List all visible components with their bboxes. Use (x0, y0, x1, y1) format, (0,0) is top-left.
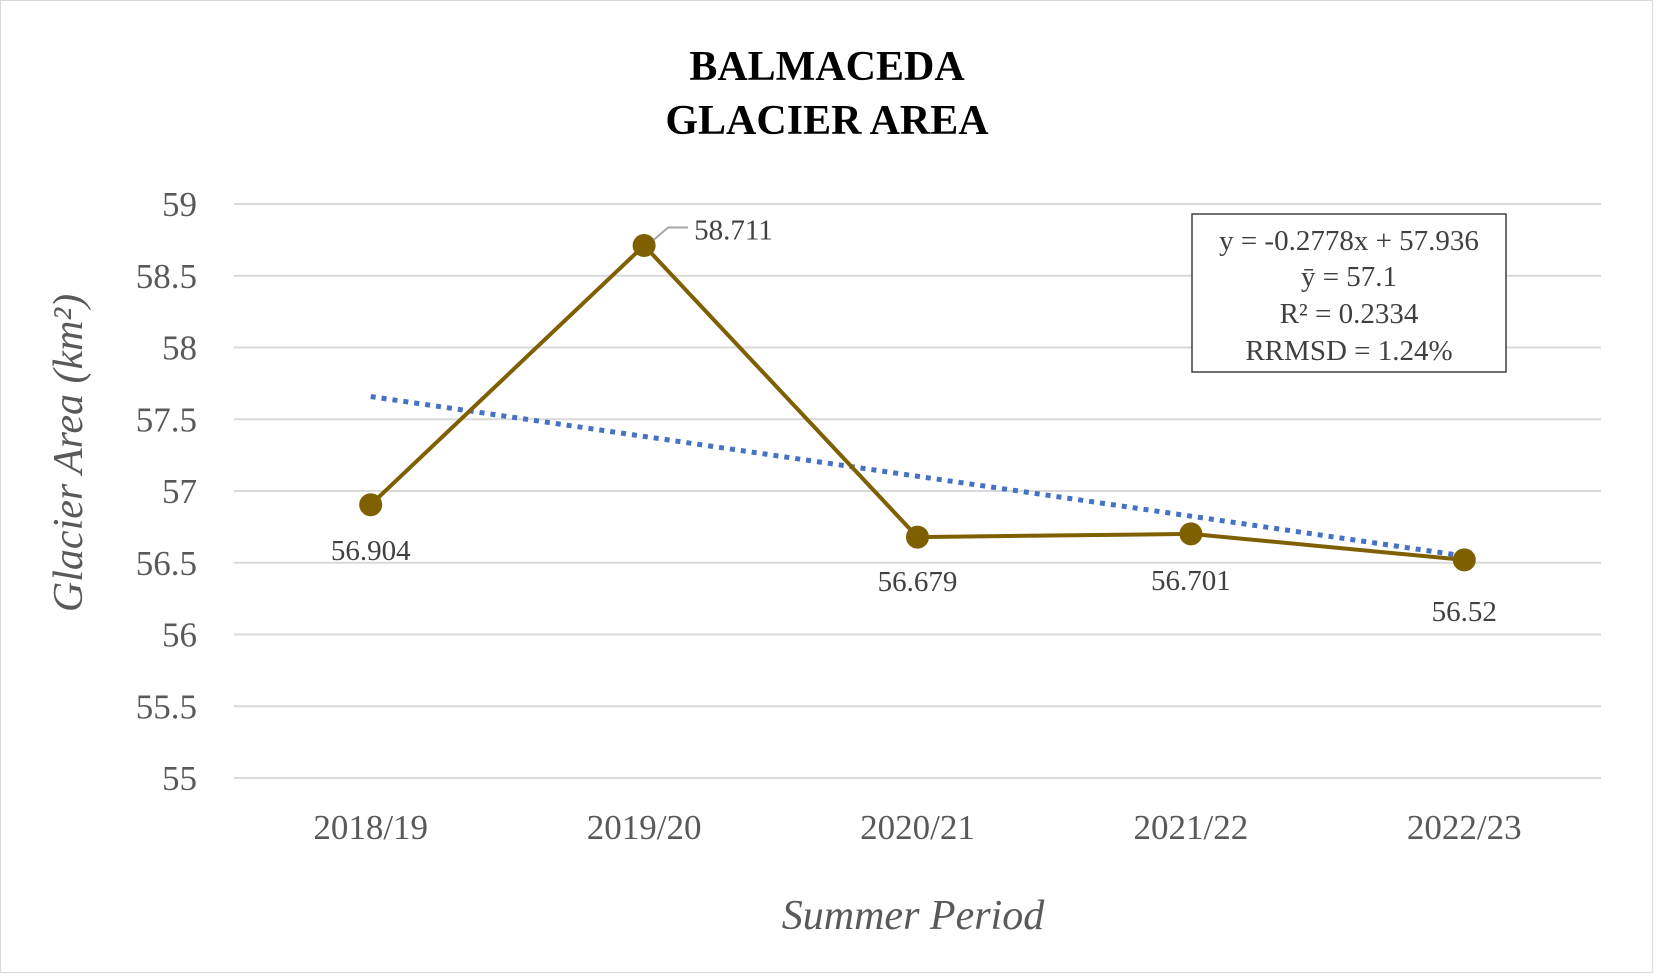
series-layer (359, 233, 1476, 572)
y-tick-label: 59 (162, 185, 197, 224)
y-axis-title: Glacier Area (km²) (46, 294, 92, 612)
data-labels: 56.904 58.711 56.679 56.701 56.52 (331, 214, 1497, 627)
chart-title-line-2: GLACIER AREA (665, 98, 989, 144)
y-tick-label: 57.5 (136, 400, 197, 439)
data-point (906, 525, 929, 549)
data-label: 56.52 (1432, 596, 1497, 628)
stats-box-border (1191, 213, 1507, 373)
data-point (359, 493, 383, 517)
x-tick-label: 2019/20 (587, 808, 702, 847)
y-tick-label: 56.5 (136, 544, 197, 583)
y-tick-label: 58.5 (136, 257, 197, 296)
label-leader-line (653, 226, 689, 241)
x-tick-label: 2021/22 (1134, 808, 1249, 847)
data-label: 56.679 (878, 566, 958, 598)
y-tick-label: 58 (162, 329, 197, 368)
stats-equation: y = -0.2778x + 57.936 (1219, 225, 1479, 257)
data-label: 58.711 (694, 214, 773, 246)
x-tick-label: 2020/21 (860, 808, 975, 847)
x-tick-label: 2018/19 (313, 808, 428, 847)
x-axis-title: Summer Period (782, 893, 1045, 939)
trendline (370, 394, 1465, 559)
y-axis-tick-labels: 59 58.5 58 57.5 57 56.5 56 55.5 55 (136, 185, 197, 798)
data-label: 56.701 (1151, 565, 1231, 597)
y-tick-label: 55 (162, 759, 197, 798)
chart-title-line-1: BALMACEDA (689, 44, 965, 90)
x-tick-label: 2022/23 (1407, 808, 1522, 847)
stats-rrmsd: RRMSD = 1.24% (1245, 335, 1452, 367)
stats-r-squared: R² = 0.2334 (1280, 298, 1419, 330)
y-tick-label: 56 (162, 616, 197, 655)
y-tick-label: 55.5 (136, 687, 197, 726)
data-label: 56.904 (331, 535, 411, 567)
x-axis-tick-labels: 2018/19 2019/20 2020/21 2021/22 2022/23 (313, 808, 1521, 847)
data-point (1452, 548, 1476, 572)
stats-box: y = -0.2778x + 57.936 ȳ = 57.1 R² = 0.23… (1191, 213, 1507, 373)
data-point (632, 233, 656, 257)
trendline-layer (370, 394, 1465, 559)
data-point (1179, 522, 1203, 546)
y-tick-label: 57 (162, 472, 197, 511)
stats-mean: ȳ = 57.1 (1301, 261, 1397, 293)
